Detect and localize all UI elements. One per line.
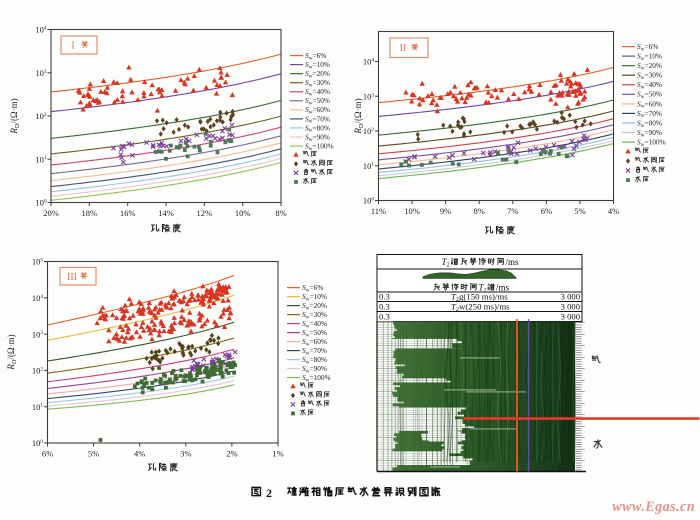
svg-text:101: 101: [363, 161, 375, 171]
svg-text:Sw=80%: Sw=80%: [302, 355, 327, 365]
svg-text:Sw=40%: Sw=40%: [637, 80, 662, 90]
svg-text:3 000: 3 000: [561, 291, 580, 301]
svg-text:3 000: 3 000: [561, 311, 580, 321]
svg-text:4%: 4%: [134, 449, 145, 459]
svg-text:102: 102: [32, 366, 44, 376]
svg-text:Sw=100%: Sw=100%: [637, 138, 666, 148]
svg-text:5%: 5%: [88, 449, 99, 459]
svg-text:11%: 11%: [371, 206, 386, 216]
svg-text:1%: 1%: [272, 449, 283, 459]
svg-text:0.3: 0.3: [379, 291, 390, 301]
svg-text:7%: 7%: [507, 206, 518, 216]
svg-text:Sw=50%: Sw=50%: [637, 90, 662, 100]
svg-text:6%: 6%: [42, 449, 53, 459]
svg-text:0.3: 0.3: [379, 311, 390, 321]
svg-text:Sw=90%: Sw=90%: [305, 132, 330, 142]
svg-text:2: 2: [266, 486, 272, 500]
svg-text:103: 103: [363, 92, 375, 102]
svg-text:101: 101: [32, 402, 44, 412]
svg-text:16%: 16%: [120, 208, 136, 218]
svg-text:Sw=30%: Sw=30%: [637, 71, 662, 81]
svg-text:14%: 14%: [158, 208, 174, 218]
svg-text:RD/(Ω·m): RD/(Ω·m): [353, 98, 365, 134]
svg-text:II: II: [400, 43, 407, 54]
svg-text:10%: 10%: [404, 206, 420, 216]
svg-text:Sw=20%: Sw=20%: [637, 61, 662, 71]
svg-text:T2: T2: [442, 257, 450, 269]
svg-text:101: 101: [35, 154, 47, 164]
svg-text:Sw=70%: Sw=70%: [305, 114, 330, 124]
svg-text:5%: 5%: [574, 206, 585, 216]
svg-text:RD/(Ω·m): RD/(Ω·m): [6, 334, 18, 370]
svg-text:100: 100: [363, 196, 375, 206]
svg-text:104: 104: [35, 25, 47, 35]
svg-text:Sw=30%: Sw=30%: [302, 310, 327, 320]
svg-text:100: 100: [35, 198, 47, 208]
svg-text:Sw=10%: Sw=10%: [637, 52, 662, 62]
svg-text:T2g(150 ms)/ms: T2g(150 ms)/ms: [451, 291, 508, 303]
svg-text:20%: 20%: [43, 208, 59, 218]
svg-text:2%: 2%: [226, 449, 237, 459]
svg-text:Sw=6%: Sw=6%: [637, 42, 658, 52]
svg-text:Sw=60%: Sw=60%: [305, 105, 330, 115]
svg-text:103: 103: [35, 68, 47, 78]
svg-text:Sw=60%: Sw=60%: [302, 337, 327, 347]
svg-text:6%: 6%: [541, 206, 552, 216]
svg-text:Sw=90%: Sw=90%: [637, 128, 662, 138]
svg-text:Sw=20%: Sw=20%: [302, 301, 327, 311]
svg-text:Sw=100%: Sw=100%: [302, 373, 331, 383]
svg-text:Sw=70%: Sw=70%: [637, 109, 662, 119]
svg-text:104: 104: [32, 293, 44, 303]
svg-text:Sw=50%: Sw=50%: [305, 96, 330, 106]
svg-text:III: III: [67, 272, 77, 283]
svg-text:Sw=10%: Sw=10%: [302, 292, 327, 302]
svg-text:Sw=10%: Sw=10%: [305, 60, 330, 70]
svg-text:Sw=100%: Sw=100%: [305, 141, 334, 151]
svg-text:0.3: 0.3: [379, 301, 390, 311]
svg-text:Sw=80%: Sw=80%: [637, 118, 662, 128]
svg-text:103: 103: [32, 329, 44, 339]
svg-text:12%: 12%: [197, 208, 213, 218]
svg-text:Sw=70%: Sw=70%: [302, 346, 327, 356]
svg-text:4%: 4%: [608, 206, 619, 216]
svg-text:3%: 3%: [180, 449, 191, 459]
svg-text:RD/(Ω·m): RD/(Ω·m): [9, 98, 21, 134]
svg-text:104: 104: [363, 57, 375, 67]
svg-text:www.Egas.cn: www.Egas.cn: [612, 499, 695, 515]
svg-text:105: 105: [32, 257, 44, 267]
svg-text:18%: 18%: [82, 208, 98, 218]
svg-text:Sw=6%: Sw=6%: [302, 283, 323, 293]
svg-text:8%: 8%: [275, 208, 286, 218]
svg-text:8%: 8%: [474, 206, 485, 216]
svg-text:9%: 9%: [440, 206, 451, 216]
svg-text:/ms: /ms: [496, 283, 510, 293]
svg-text:Sw=20%: Sw=20%: [305, 69, 330, 79]
svg-text:Sw=40%: Sw=40%: [305, 87, 330, 97]
svg-text:T2w(250 ms)/ms: T2w(250 ms)/ms: [451, 301, 510, 313]
svg-text:T2: T2: [479, 283, 487, 295]
svg-text:Sw=30%: Sw=30%: [305, 78, 330, 88]
svg-text:Sw=90%: Sw=90%: [302, 364, 327, 374]
svg-text:/ms: /ms: [506, 257, 520, 267]
svg-text:Sw=6%: Sw=6%: [305, 51, 326, 61]
svg-text:3 000: 3 000: [561, 301, 580, 311]
svg-text:102: 102: [35, 111, 47, 121]
svg-text:Sw=60%: Sw=60%: [637, 99, 662, 109]
svg-text:Sw=50%: Sw=50%: [302, 328, 327, 338]
svg-text:I: I: [71, 41, 74, 52]
svg-text:10%: 10%: [235, 208, 251, 218]
svg-text:Sw=80%: Sw=80%: [305, 123, 330, 133]
svg-text:Sw=40%: Sw=40%: [302, 319, 327, 329]
svg-text:100: 100: [32, 438, 44, 448]
svg-text:102: 102: [363, 126, 375, 136]
